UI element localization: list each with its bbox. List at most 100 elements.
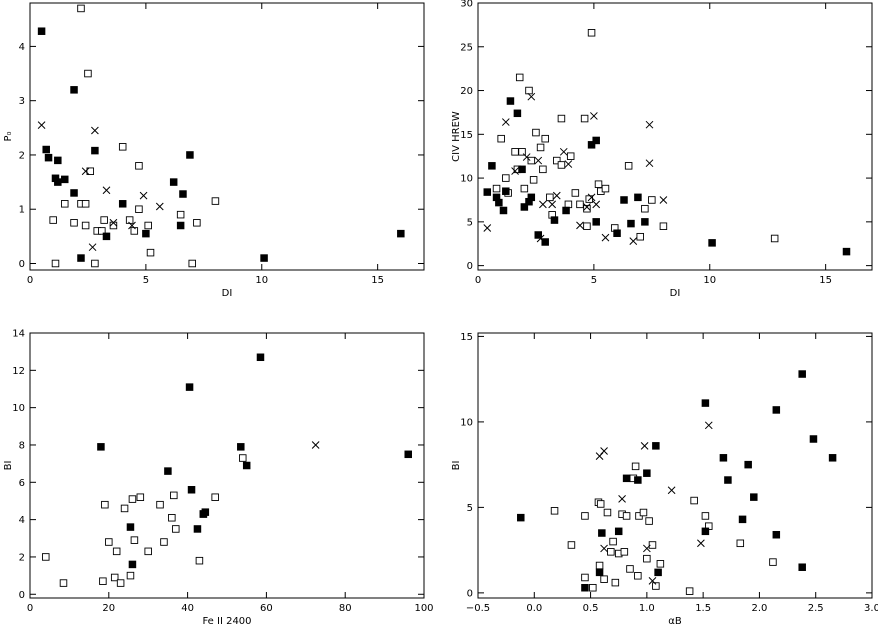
filled-square-point xyxy=(488,162,496,170)
open-square-point xyxy=(195,556,204,565)
filled-square-point xyxy=(809,435,818,443)
open-square-point xyxy=(492,184,501,193)
open-square-point xyxy=(529,176,538,184)
filled-square-point xyxy=(520,203,529,211)
cross-point xyxy=(81,167,90,176)
filled-square-point xyxy=(185,383,194,391)
filled-square-point xyxy=(620,196,628,204)
open-square-point xyxy=(105,538,113,546)
x-tick-label: 3.0 xyxy=(864,603,878,614)
open-square-point xyxy=(639,508,648,517)
open-square-point xyxy=(634,572,642,580)
open-square-point xyxy=(172,525,180,533)
cross-point xyxy=(552,191,561,200)
filled-square-point xyxy=(42,145,50,154)
plot-frame xyxy=(29,2,425,271)
cross-point xyxy=(91,126,99,135)
open-square-point xyxy=(685,587,694,595)
open-square-point xyxy=(656,560,665,568)
filled-square-point xyxy=(772,530,781,539)
filled-square-point xyxy=(798,370,806,378)
open-square-point xyxy=(211,493,219,501)
open-square-point xyxy=(659,222,668,230)
open-square-point xyxy=(587,29,596,37)
scatter-panel-4: −0.5 0.0 0.5 1.0 1.5 2.0 2.5 3.0 0 5 10 15 αB BI xyxy=(451,332,878,627)
open-square-point xyxy=(100,216,108,224)
y-tick-label: 2 xyxy=(19,552,25,563)
cross-point xyxy=(548,200,557,209)
open-square-point xyxy=(546,193,554,202)
y-tick-label: 10 xyxy=(12,403,25,414)
y-axis-label: CIV HREW xyxy=(451,111,462,162)
open-square-point xyxy=(156,500,164,509)
x-tick-label: 10 xyxy=(703,275,716,286)
open-square-point xyxy=(518,148,526,156)
filled-square-point xyxy=(397,229,405,238)
scatter-panel-3: 0 20 40 60 80 100 0 2 4 6 8 10 12 14 Fe II 2400 BI xyxy=(3,329,434,628)
open-square-point xyxy=(532,128,540,137)
open-square-point xyxy=(536,143,545,152)
open-square-point xyxy=(136,493,145,501)
cross-point xyxy=(704,421,713,430)
plot-frame xyxy=(477,2,873,271)
open-square-point xyxy=(128,495,137,503)
open-square-point xyxy=(576,200,584,209)
open-square-point xyxy=(581,573,589,582)
x-axis-label: Fe II 2400 xyxy=(202,616,251,627)
plot-frame xyxy=(29,332,425,599)
x-tick-label: 1.0 xyxy=(639,603,655,614)
filled-square-point xyxy=(708,239,716,247)
filled-square-point xyxy=(592,218,600,226)
filled-square-point xyxy=(142,229,150,238)
open-square-point xyxy=(49,216,57,224)
cross-point xyxy=(645,120,654,129)
open-square-point xyxy=(116,579,125,587)
filled-square-point xyxy=(701,527,710,536)
cross-point xyxy=(539,200,547,209)
open-square-point xyxy=(566,152,575,160)
open-square-point xyxy=(144,221,152,230)
filled-square-point xyxy=(495,198,503,207)
open-square-point xyxy=(81,221,90,230)
cross-point xyxy=(601,233,610,242)
y-tick-label: 0 xyxy=(19,259,25,270)
filled-square-point xyxy=(61,175,69,184)
open-square-point xyxy=(620,548,629,556)
open-square-point xyxy=(42,553,50,561)
x-tick-label: 5 xyxy=(591,275,597,286)
open-square-point xyxy=(91,259,99,268)
cross-point xyxy=(534,156,543,165)
filled-square-point xyxy=(483,188,492,196)
open-square-point xyxy=(557,161,566,169)
x-tick-label: 100 xyxy=(414,603,433,614)
filled-square-point xyxy=(541,238,549,246)
scatter-panel-2: 0 5 10 15 0 5 10 15 20 25 30 DI CIV HREW xyxy=(451,0,873,299)
filled-square-point xyxy=(587,141,596,149)
filled-square-point xyxy=(772,406,781,414)
filled-square-point xyxy=(54,178,62,186)
filled-square-point xyxy=(187,486,196,494)
filled-square-point xyxy=(634,476,642,484)
cross-point xyxy=(697,539,705,548)
x-tick-label: 2.0 xyxy=(751,603,767,614)
cross-point xyxy=(536,234,545,243)
cross-point xyxy=(600,447,608,455)
open-square-point xyxy=(130,227,139,235)
filled-square-point xyxy=(534,231,543,239)
open-square-point xyxy=(59,579,68,587)
filled-square-point xyxy=(70,86,78,94)
open-square-point xyxy=(600,575,608,583)
filled-square-point xyxy=(126,523,135,531)
x-tick-label: 0 xyxy=(27,275,33,286)
filled-square-point xyxy=(506,97,515,105)
x-axis-label: DI xyxy=(670,288,681,299)
y-tick-label: 30 xyxy=(460,0,473,10)
filled-square-point xyxy=(842,247,851,256)
cross-point xyxy=(522,153,531,161)
filled-square-point xyxy=(622,474,631,483)
open-square-point xyxy=(101,500,109,509)
filled-square-point xyxy=(581,583,589,592)
filled-square-point xyxy=(97,443,105,451)
filled-square-point xyxy=(652,442,660,450)
y-axis-label: P₀ xyxy=(3,131,14,141)
